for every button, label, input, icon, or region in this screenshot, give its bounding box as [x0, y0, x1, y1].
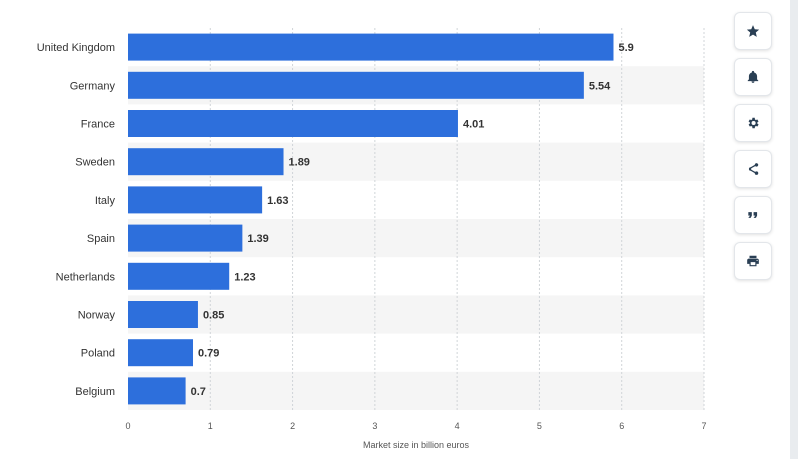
x-tick-label: 4 — [455, 421, 460, 431]
value-label: 0.85 — [203, 310, 224, 322]
category-label: France — [81, 119, 115, 131]
x-axis-title: Market size in billion euros — [363, 440, 470, 450]
side-toolbar — [734, 12, 772, 288]
bar[interactable] — [128, 262, 230, 290]
row-stripes — [128, 66, 704, 410]
scrollbar-track[interactable] — [790, 0, 798, 459]
category-label: Poland — [81, 348, 115, 360]
notification-button[interactable] — [734, 58, 772, 96]
star-icon — [746, 25, 760, 37]
category-labels: United Kingdom Germany France Sweden Italy Sp… — [37, 42, 116, 398]
bar[interactable] — [128, 148, 284, 176]
x-axis-ticks: 0 1 2 3 4 5 6 7 — [125, 421, 706, 431]
bar-chart: United Kingdom Germany France Sweden Italy Sp… — [37, 28, 707, 450]
bell-icon — [747, 70, 759, 83]
bar[interactable] — [128, 377, 186, 405]
gear-icon — [748, 117, 759, 129]
bar[interactable] — [128, 186, 263, 214]
category-label: Spain — [87, 233, 115, 245]
value-label: 0.79 — [198, 348, 219, 360]
print-icon — [747, 255, 759, 267]
x-tick-label: 6 — [619, 421, 624, 431]
quote-icon — [748, 212, 758, 218]
bar[interactable] — [128, 71, 584, 99]
row-stripe — [128, 371, 704, 410]
category-label: Sweden — [75, 157, 115, 169]
category-label: United Kingdom — [37, 42, 115, 54]
bar[interactable] — [128, 224, 243, 252]
category-label: Norway — [78, 310, 116, 322]
share-icon — [748, 163, 759, 175]
x-tick-label: 1 — [208, 421, 213, 431]
x-tick-label: 7 — [701, 421, 706, 431]
category-label: Netherlands — [56, 271, 116, 283]
x-tick-label: 2 — [290, 421, 295, 431]
value-label: 1.63 — [267, 195, 288, 207]
bars — [128, 33, 614, 405]
value-label: 5.54 — [589, 80, 611, 92]
bar[interactable] — [128, 33, 614, 61]
settings-button[interactable] — [734, 104, 772, 142]
category-label: Belgium — [75, 386, 115, 398]
value-labels: 5.9 5.54 4.01 1.89 1.63 1.39 1.23 0.85 0.79 0.7 — [191, 42, 634, 398]
bar[interactable] — [128, 110, 458, 137]
value-label: 0.7 — [191, 386, 206, 398]
category-label: Italy — [95, 195, 116, 207]
cite-button[interactable] — [734, 196, 772, 234]
share-button[interactable] — [734, 150, 772, 188]
value-label: 1.23 — [234, 271, 255, 283]
value-label: 1.89 — [289, 157, 310, 169]
x-tick-label: 0 — [125, 421, 130, 431]
row-stripe — [128, 295, 704, 334]
value-label: 4.01 — [463, 119, 484, 131]
print-button[interactable] — [734, 242, 772, 280]
value-label: 5.9 — [618, 42, 633, 54]
x-tick-label: 3 — [372, 421, 377, 431]
bar[interactable] — [128, 301, 198, 328]
value-label: 1.39 — [247, 233, 268, 245]
x-tick-label: 5 — [537, 421, 542, 431]
bar[interactable] — [128, 339, 194, 367]
star-button[interactable] — [734, 12, 772, 50]
category-label: Germany — [70, 80, 116, 92]
